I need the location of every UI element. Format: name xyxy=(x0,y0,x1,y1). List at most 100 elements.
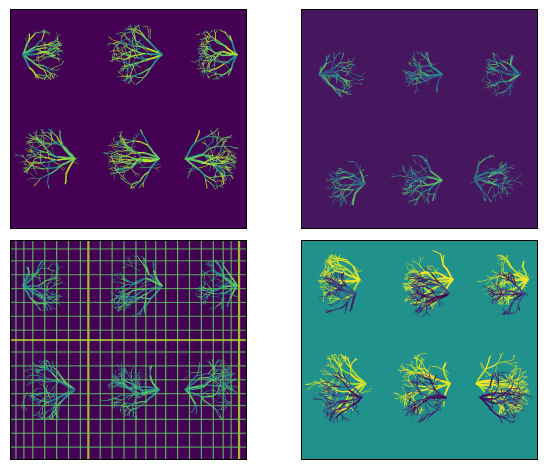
vessel-segment xyxy=(222,177,227,182)
vessel-segment xyxy=(205,179,214,186)
vessel-segment xyxy=(204,49,206,53)
vessel-segment xyxy=(408,183,413,185)
vessel-segment xyxy=(480,80,485,83)
vessel-segment xyxy=(330,74,338,79)
vessel-segment xyxy=(339,57,343,64)
vessel-segment xyxy=(399,169,404,172)
vessel-segment xyxy=(45,46,52,53)
vessel-segment xyxy=(332,195,339,198)
vessel-segment xyxy=(340,184,353,187)
vessel-segment xyxy=(404,170,409,175)
vessel-segment xyxy=(487,186,493,194)
vessel-segment xyxy=(227,154,233,156)
vessel-segment xyxy=(327,185,331,189)
vessel-segment xyxy=(510,176,513,181)
vessel-segment xyxy=(36,294,41,298)
vessel-segment xyxy=(115,294,120,299)
vessel-segment xyxy=(125,58,128,65)
vessel-segment xyxy=(496,88,499,95)
vessel-segment xyxy=(212,78,218,80)
vessel-segment xyxy=(147,144,160,160)
vessel-segment xyxy=(221,157,229,160)
vessel-segment xyxy=(116,143,124,148)
vessel-segment xyxy=(124,79,128,83)
vessel-segment xyxy=(217,384,219,390)
vessel-segment xyxy=(29,145,35,148)
vessel-segment xyxy=(24,406,28,412)
vessel-segment xyxy=(34,44,47,48)
vessel-segment xyxy=(32,183,37,186)
vessel-segment xyxy=(510,167,515,170)
vessel-segment xyxy=(413,69,418,73)
vessel-segment xyxy=(412,180,421,183)
vessel-segment xyxy=(487,179,498,184)
vessel-segment xyxy=(214,165,221,174)
vessel-segment xyxy=(140,156,160,160)
vessel-segment xyxy=(501,69,504,75)
vessel-segment xyxy=(130,157,132,168)
vessel-segment xyxy=(215,409,219,417)
vessel-segment xyxy=(505,176,509,180)
vessel-segment xyxy=(393,175,400,177)
vessel-segment xyxy=(108,167,114,170)
vessel-segment xyxy=(328,270,331,275)
vessel-segment xyxy=(26,164,31,168)
vessel-segment xyxy=(234,147,239,149)
vessel-segment xyxy=(139,294,144,298)
vessel-segment xyxy=(106,152,113,154)
vessel-segment xyxy=(206,74,210,79)
vessel-segment xyxy=(56,155,76,160)
vessel-segment xyxy=(127,52,130,57)
vessel-segment xyxy=(487,168,494,170)
vessel-segment xyxy=(342,197,346,202)
vessel-segment xyxy=(346,292,357,304)
vessel-segment xyxy=(133,172,137,177)
vessel-segment xyxy=(122,66,127,71)
vessel-segment xyxy=(130,28,137,30)
vessel-segment xyxy=(134,75,144,79)
vessel-segment xyxy=(231,385,238,388)
vessel-segment xyxy=(408,177,414,180)
vessel-segment xyxy=(112,298,116,302)
vessel-segment xyxy=(33,395,36,401)
vessel-segment xyxy=(415,162,421,167)
vessel-segment xyxy=(407,199,412,202)
vessel-segment xyxy=(507,73,521,83)
vessel-segment xyxy=(486,86,490,89)
vessel-segment xyxy=(112,57,119,60)
vessel-segment xyxy=(408,183,412,190)
vessel-segment xyxy=(329,296,332,301)
vessel-segment xyxy=(46,289,54,296)
vessel-segment xyxy=(35,170,38,175)
vessel-segment xyxy=(510,75,516,82)
vessel-segment xyxy=(43,159,58,163)
vessel-segment xyxy=(499,161,504,164)
vessel-segment xyxy=(426,176,443,182)
vessel-segment xyxy=(126,370,132,375)
vessel-segment xyxy=(345,171,354,177)
vessel-segment xyxy=(477,185,481,188)
vessel-segment xyxy=(337,254,341,260)
vessel-segment xyxy=(214,30,216,35)
vessel-segment xyxy=(45,55,54,58)
vessel-segment xyxy=(26,35,28,37)
vessel-segment xyxy=(334,261,337,265)
vessel-segment xyxy=(403,167,405,171)
vessel-segment xyxy=(26,41,31,50)
vessel-segment xyxy=(120,135,123,139)
vessel-segment xyxy=(46,380,60,383)
vessel-segment xyxy=(352,77,360,81)
vessel-segment xyxy=(56,276,62,279)
vessel-segment xyxy=(208,68,216,73)
vessel-segment xyxy=(54,42,59,45)
vessel-segment xyxy=(405,76,409,80)
vessel-segment xyxy=(204,41,210,45)
vessel-segment xyxy=(205,179,208,188)
vessel-segment xyxy=(53,379,61,388)
vessel-segment xyxy=(139,37,141,41)
vessel-segment xyxy=(205,54,210,63)
vessel-segment xyxy=(396,169,400,172)
vessel-segment xyxy=(226,175,230,179)
vessel-segment xyxy=(413,159,416,164)
vessel-segment xyxy=(490,173,495,176)
